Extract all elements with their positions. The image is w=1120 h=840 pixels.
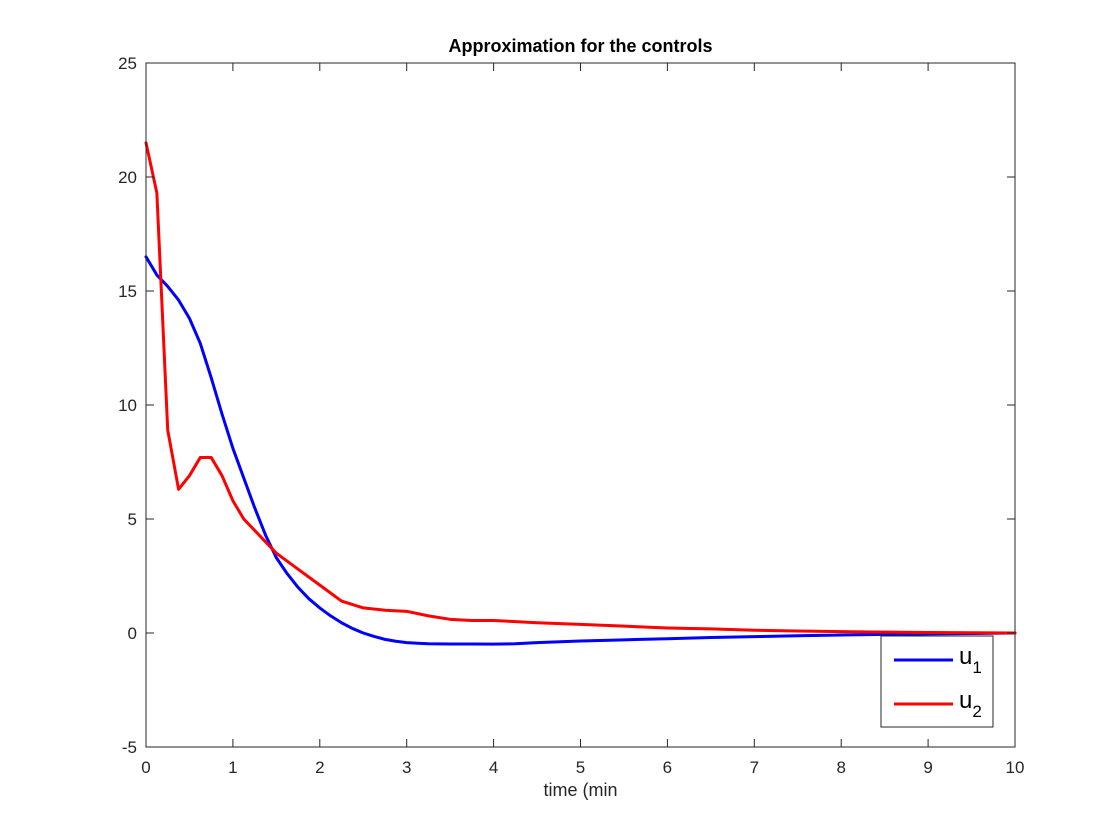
y-tick-label: 0 <box>128 624 137 643</box>
y-tick-label: -5 <box>122 738 137 757</box>
y-tick-label: 10 <box>118 396 137 415</box>
x-tick-label: 7 <box>750 758 759 777</box>
x-tick-label: 5 <box>576 758 585 777</box>
series-line-u1 <box>144 255 1017 646</box>
y-tick-label: 5 <box>128 510 137 529</box>
x-tick-label: 0 <box>141 758 150 777</box>
legend-label-subscript: 1 <box>972 658 981 677</box>
x-tick-label: 1 <box>228 758 237 777</box>
x-axis-label: time (min <box>543 780 617 800</box>
legend-label-subscript: 2 <box>972 702 981 721</box>
y-tick-label: 15 <box>118 282 137 301</box>
legend-box <box>880 635 994 728</box>
x-tick-label: 4 <box>489 758 498 777</box>
x-tick-label: 3 <box>402 758 411 777</box>
x-tick-label: 9 <box>923 758 932 777</box>
y-tick-label: 25 <box>118 54 137 73</box>
series-line-u2 <box>144 141 1017 635</box>
x-tick-label: 6 <box>663 758 672 777</box>
series-layer <box>144 141 1017 646</box>
x-tick-label: 2 <box>315 758 324 777</box>
x-tick-label: 8 <box>836 758 845 777</box>
x-tick-label: 10 <box>1006 758 1025 777</box>
chart-title: Approximation for the controls <box>448 36 712 56</box>
y-tick-label: 20 <box>118 168 137 187</box>
